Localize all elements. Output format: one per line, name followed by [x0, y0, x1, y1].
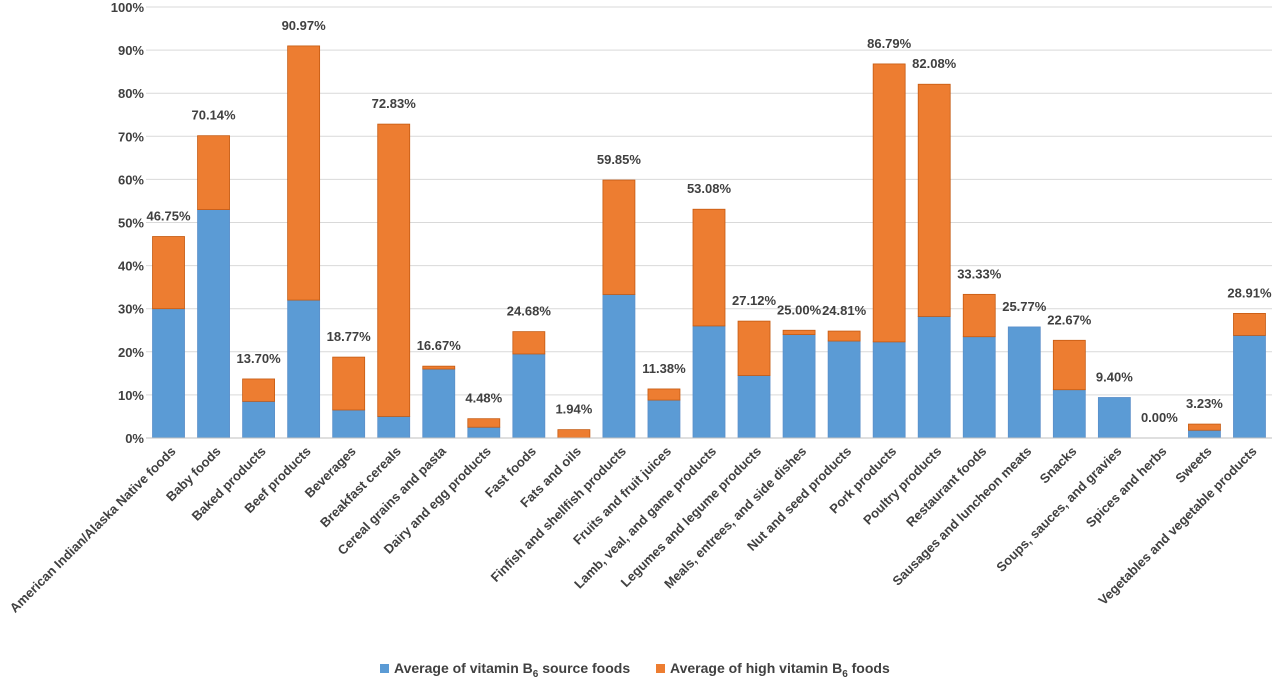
data-label: 70.14%: [192, 108, 237, 123]
data-label: 53.08%: [687, 181, 732, 196]
bar-source-foods: [872, 341, 906, 439]
y-tick-label: 90%: [118, 43, 144, 58]
x-category-label: Spices and herbs: [1083, 444, 1170, 531]
bar-source-foods: [152, 308, 185, 439]
data-label: 4.48%: [465, 391, 502, 406]
y-tick-label: 30%: [118, 302, 144, 317]
bar-high-foods: [692, 208, 726, 327]
x-category-label: Poultry products: [860, 444, 944, 528]
bar-high-foods: [872, 63, 906, 343]
data-label: 11.38%: [642, 361, 686, 376]
data-label: 25.00%: [777, 302, 822, 317]
bar-source-foods: [1188, 429, 1221, 439]
bar-high-foods: [1233, 312, 1266, 336]
bar-source-foods: [782, 334, 816, 439]
bar-source-foods: [332, 409, 366, 439]
y-tick-label: 70%: [118, 129, 144, 144]
data-label: 25.77%: [1002, 299, 1047, 314]
y-tick-label: 10%: [118, 388, 144, 403]
y-tick-label: 50%: [118, 216, 144, 231]
legend: Average of vitamin B6 source foods Averag…: [380, 660, 890, 680]
y-tick-label: 100%: [111, 0, 145, 15]
bar-source-foods: [962, 336, 996, 439]
bar-high-foods: [782, 329, 816, 335]
bar-high-foods: [242, 378, 276, 402]
data-label: 9.40%: [1096, 369, 1133, 384]
bar-source-foods: [1097, 397, 1131, 439]
bar-source-foods: [917, 316, 951, 439]
data-label: 90.97%: [282, 18, 327, 33]
data-label: 28.91%: [1227, 285, 1272, 300]
bar-source-foods: [287, 299, 321, 439]
x-axis: American Indian/Alaska Native foodsBaby …: [7, 437, 1272, 616]
bar-high-foods: [647, 388, 681, 401]
bar-source-foods: [1007, 326, 1041, 439]
data-label: 59.85%: [597, 152, 642, 167]
data-labels: 46.75% 70.14% 13.70% 90.97% 18.77% 72.83% 16.6…: [146, 18, 1271, 425]
data-label: 33.33%: [957, 266, 1002, 281]
data-label: 13.70%: [237, 351, 282, 366]
bar-high-foods: [557, 429, 591, 439]
data-label: 24.68%: [507, 304, 552, 319]
data-label: 18.77%: [327, 329, 372, 344]
bar-high-foods: [197, 135, 230, 210]
x-category-label: Snacks: [1037, 444, 1080, 487]
bar-source-foods: [512, 353, 546, 439]
bar-high-foods: [1052, 339, 1086, 391]
data-label: 1.94%: [555, 402, 592, 417]
y-tick-label: 40%: [118, 259, 144, 274]
y-tick-label: 80%: [118, 86, 144, 101]
bar-source-foods: [1233, 335, 1266, 439]
x-category-label: Sweets: [1172, 444, 1214, 486]
data-label: 16.67%: [417, 338, 462, 353]
bar-high-foods: [512, 331, 546, 355]
y-tick-label: 20%: [118, 345, 144, 360]
x-category-label: American Indian/Alaska Native foods: [7, 444, 179, 616]
bar-source-foods: [377, 416, 411, 439]
bar-source-foods: [602, 294, 636, 439]
data-label: 3.23%: [1186, 396, 1223, 411]
bar-high-foods: [467, 418, 501, 428]
bar-source-foods: [692, 325, 726, 439]
bar-high-foods: [962, 293, 996, 338]
bar-high-foods: [737, 320, 771, 376]
bar-high-foods: [152, 236, 185, 310]
bar-source-foods: [647, 399, 681, 439]
bar-high-foods: [827, 330, 861, 342]
y-axis-tick-labels: 0% 10% 20% 30% 40% 50% 60% 70% 80% 90% 100%: [111, 0, 145, 446]
legend-label-high-foods: Average of high vitamin B6 foods: [670, 660, 890, 680]
bar-source-foods: [242, 400, 276, 439]
data-label: 24.81%: [822, 303, 867, 318]
y-tick-label: 60%: [118, 172, 144, 187]
bar-high-foods: [602, 179, 636, 295]
legend-swatch-high-foods: [656, 664, 665, 673]
data-label: 72.83%: [372, 96, 417, 111]
data-label: 0.00%: [1141, 410, 1178, 425]
bar-source-foods: [737, 375, 771, 439]
x-category-label: Restaurant foods: [903, 444, 989, 530]
data-label: 86.79%: [867, 36, 912, 51]
bar-source-foods: [467, 426, 501, 439]
bar-source-foods: [197, 209, 230, 439]
bar-high-foods: [917, 83, 951, 317]
legend-swatch-source-foods: [380, 664, 389, 673]
bar-high-foods: [1188, 423, 1221, 431]
bar-source-foods: [827, 340, 861, 439]
bar-source-foods: [1052, 389, 1086, 439]
data-label: 27.12%: [732, 293, 777, 308]
legend-label-source-foods: Average of vitamin B6 source foods: [394, 660, 630, 680]
y-tick-label: 0%: [125, 431, 144, 446]
bar-high-foods: [377, 123, 411, 417]
data-label: 82.08%: [912, 56, 957, 71]
data-label: 22.67%: [1047, 312, 1092, 327]
data-label: 46.75%: [146, 209, 191, 224]
bar-source-foods: [422, 368, 456, 439]
bar-high-foods: [332, 356, 366, 411]
bar-high-foods: [422, 365, 456, 370]
x-category-label: Vegetables and vegetable products: [1095, 444, 1259, 608]
bar-high-foods: [287, 45, 321, 301]
x-category-label: Breakfast cereals: [317, 444, 404, 531]
